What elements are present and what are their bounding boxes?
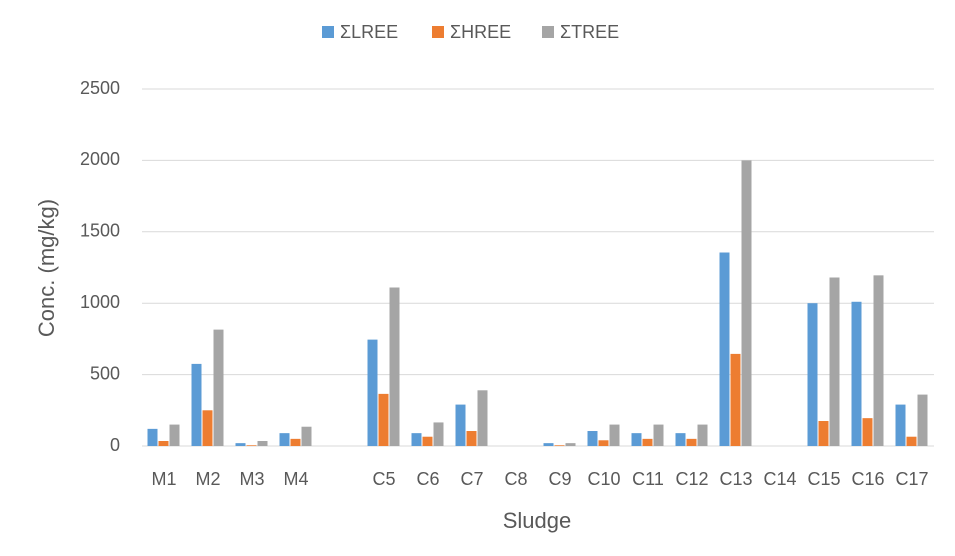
x-tick-label: C6	[416, 469, 439, 489]
bar	[642, 438, 653, 446]
bar	[653, 424, 664, 446]
bar	[719, 252, 730, 446]
bar	[697, 424, 708, 446]
x-tick-label: C14	[763, 469, 796, 489]
bar	[851, 301, 862, 446]
y-tick-label: 2000	[80, 149, 120, 169]
bar	[631, 433, 642, 446]
legend-label: ΣHREE	[450, 22, 511, 42]
x-tick-label: M4	[283, 469, 308, 489]
x-tick-label: C15	[807, 469, 840, 489]
bar	[730, 353, 741, 446]
x-tick-label: M1	[151, 469, 176, 489]
x-tick-label: C10	[587, 469, 620, 489]
y-tick-label: 500	[90, 363, 120, 383]
bar	[862, 418, 873, 446]
bar	[389, 287, 400, 446]
bar	[213, 329, 224, 446]
bar	[741, 160, 752, 446]
legend-swatch	[542, 26, 554, 38]
bar	[873, 275, 884, 446]
x-tick-label: C12	[675, 469, 708, 489]
bar	[829, 277, 840, 446]
x-tick-label: C9	[548, 469, 571, 489]
bar	[158, 441, 169, 446]
bar	[609, 424, 620, 446]
bar	[587, 431, 598, 446]
bar	[257, 441, 268, 446]
x-tick-label: C13	[719, 469, 752, 489]
x-tick-label: C16	[851, 469, 884, 489]
bar	[301, 426, 312, 446]
legend-swatch	[432, 26, 444, 38]
legend-label: ΣLREE	[340, 22, 398, 42]
bar	[290, 438, 301, 446]
bar	[686, 438, 697, 446]
x-tick-label: C7	[460, 469, 483, 489]
y-tick-label: 0	[110, 435, 120, 455]
x-tick-label: C8	[504, 469, 527, 489]
bar	[147, 428, 158, 446]
bar	[807, 303, 818, 446]
bar	[169, 424, 180, 446]
legend-label: ΣTREE	[560, 22, 619, 42]
bar	[906, 436, 917, 446]
bar	[411, 433, 422, 446]
bar	[246, 445, 257, 446]
bar	[279, 433, 290, 446]
bar	[191, 363, 202, 446]
bar	[543, 443, 554, 446]
bar	[917, 394, 928, 446]
bar	[477, 390, 488, 446]
bar	[202, 410, 213, 446]
bar	[565, 443, 576, 446]
x-tick-label: C17	[895, 469, 928, 489]
bar	[422, 436, 433, 446]
x-axis-title: Sludge	[503, 508, 572, 533]
bar	[554, 445, 565, 446]
x-tick-label: M3	[239, 469, 264, 489]
x-tick-label: M2	[195, 469, 220, 489]
bar	[818, 421, 829, 446]
bar	[378, 393, 389, 446]
bar	[895, 404, 906, 446]
y-tick-label: 1500	[80, 221, 120, 241]
bar	[235, 443, 246, 446]
x-tick-label: C5	[372, 469, 395, 489]
legend-swatch	[322, 26, 334, 38]
x-tick-label: C11	[632, 469, 664, 489]
y-tick-label: 1000	[80, 292, 120, 312]
bar	[455, 404, 466, 446]
y-axis-title: Conc. (mg/kg)	[34, 199, 59, 337]
bar	[598, 440, 609, 446]
y-tick-label: 2500	[80, 78, 120, 98]
bar	[367, 339, 378, 446]
bar	[675, 433, 686, 446]
bar	[466, 431, 477, 446]
bar	[433, 422, 444, 446]
